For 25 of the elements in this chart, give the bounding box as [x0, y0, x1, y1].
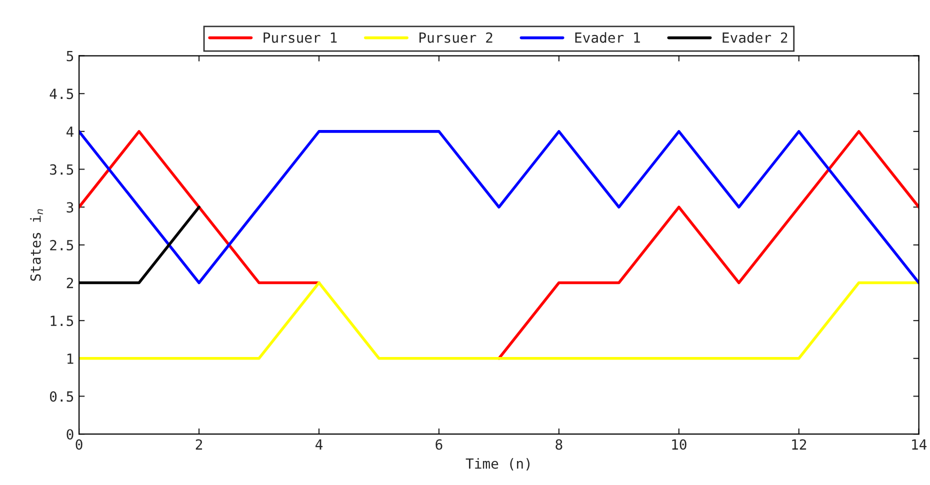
- y-tick-label: 5: [66, 50, 74, 62]
- x-tick-label: 8: [556, 439, 562, 450]
- x-axis-title: Time (n): [466, 458, 530, 470]
- y-axis-title: States i$_{n}$: [30, 209, 43, 281]
- y-tick-label: 2.5: [50, 240, 74, 250]
- y-tick-label: 0.5: [50, 391, 74, 402]
- x-tick-label: 0: [76, 439, 82, 450]
- x-tick-label: 10: [672, 439, 686, 450]
- legend-label: Evader 2: [722, 32, 788, 43]
- x-tick-label: 14: [912, 439, 927, 450]
- x-tick-label: 6: [436, 439, 442, 450]
- x-tick-label: 2: [196, 439, 202, 450]
- y-tick-label: 3.5: [50, 164, 74, 175]
- y-tick-label: 4: [66, 126, 74, 137]
- y-tick-label: 0: [66, 429, 74, 440]
- x-tick-label: 12: [792, 439, 806, 450]
- legend-label: Evader 1: [575, 32, 640, 43]
- y-tick-label: 1: [67, 354, 74, 364]
- legend-label: Pursuer 1: [264, 32, 337, 43]
- x-tick-label: 4: [316, 439, 323, 450]
- legend-label: Pursuer 2: [420, 32, 492, 43]
- y-tick-label: 3: [66, 202, 74, 213]
- y-tick-label: 2: [66, 278, 74, 288]
- y-tick-label: 1.5: [50, 316, 74, 326]
- y-tick-label: 4.5: [50, 88, 74, 100]
